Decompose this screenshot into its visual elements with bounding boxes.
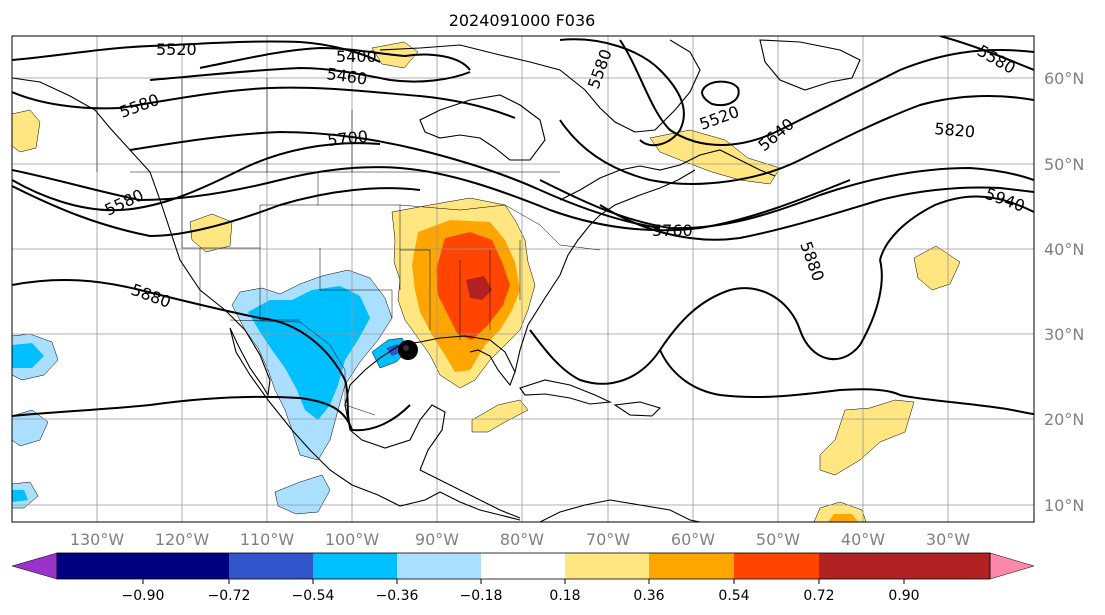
latitude-label: 40°N — [1044, 240, 1084, 259]
negative-anomaly-core-southwest — [248, 286, 370, 420]
longitude-label: 30°W — [926, 530, 970, 549]
coastline-greenland — [759, 39, 861, 91]
colorbar-segment — [734, 553, 819, 579]
latitude-label: 50°N — [1044, 155, 1084, 174]
colorbar-extend-right — [989, 552, 1035, 580]
state-country-borders — [96, 78, 601, 416]
contour-5700 — [129, 130, 661, 229]
contour-5880 — [12, 279, 411, 432]
coastline-arctic — [379, 39, 701, 133]
longitude-label: 90°W — [415, 530, 459, 549]
coastline-hudson-bay — [419, 94, 546, 161]
longitude-label: 100°W — [325, 530, 380, 549]
contour-5880-south — [12, 395, 353, 431]
contour-5880-se — [659, 349, 1034, 415]
height-contours — [12, 36, 1034, 432]
contour-5580-mid — [12, 142, 381, 212]
colorbar-tick-label: 0.90 — [888, 588, 919, 604]
contour-5940 — [879, 195, 1034, 261]
colorbar-segment — [143, 553, 229, 579]
coastline-east-us — [514, 169, 696, 373]
colorbar-segment — [397, 553, 481, 579]
contour-5460 — [149, 66, 471, 83]
colorbar-tick-label: 0.18 — [549, 588, 580, 604]
colorbar-tick-label: 0.72 — [803, 588, 834, 604]
contour-closed-low — [700, 80, 740, 106]
coastline-south-america — [539, 499, 701, 522]
colorbar-segment — [313, 553, 397, 579]
colorbar-tick-label: −0.90 — [122, 588, 165, 604]
longitude-label: 110°W — [240, 530, 295, 549]
coastline-canada-east — [559, 149, 776, 201]
contour-5760-ne — [599, 186, 1034, 241]
contour-5640 — [559, 95, 1034, 185]
contour-label: 5820 — [934, 119, 976, 141]
contour-5820 — [12, 185, 421, 238]
positive-anomaly-region-atlantic-east — [913, 245, 961, 291]
coastline-central-america — [419, 469, 521, 519]
colorbar-segment — [229, 553, 313, 579]
colorbar-segment — [565, 553, 649, 579]
coastline-cuba — [519, 379, 613, 405]
positive-anomaly-region-pacific-nw — [12, 109, 41, 153]
latitude-label: 60°N — [1044, 69, 1084, 88]
coastline-north-america-west — [12, 77, 521, 521]
longitude-label: 60°W — [671, 530, 715, 549]
positive-anomaly-region-labrador — [649, 129, 781, 185]
contour-label: 5760 — [652, 221, 693, 240]
contour-5400 — [199, 46, 471, 71]
longitude-label: 80°W — [500, 530, 544, 549]
positive-anomaly-core-darkred — [466, 276, 492, 300]
colorbar-tick-label: 0.36 — [633, 588, 664, 604]
colorbar-segment — [904, 553, 990, 579]
latitude-labels: 60°N 50°N 40°N 30°N 20°N 10°N — [1044, 69, 1084, 515]
contour-label: 5400 — [336, 47, 377, 66]
contour-5700-ne — [539, 166, 1034, 230]
coastline-hispaniola — [613, 401, 662, 417]
contour-5580-west — [12, 86, 516, 119]
colorbar: −0.90 −0.72 −0.54 −0.36 −0.18 0.18 0.36 … — [11, 552, 1035, 604]
colorbar-tick-label: −0.18 — [460, 588, 503, 604]
colorbar-extend-left — [11, 552, 58, 580]
latitude-label: 30°N — [1044, 325, 1084, 344]
longitude-label: 70°W — [586, 530, 630, 549]
longitude-label: 50°W — [756, 530, 800, 549]
contour-5580-northeast-top — [939, 36, 1034, 71]
longitude-label: 130°W — [70, 530, 125, 549]
latitude-label: 20°N — [1044, 410, 1084, 429]
colorbar-tick-label: −0.72 — [208, 588, 251, 604]
contour-label: 5700 — [326, 127, 368, 150]
coastlines-borders — [12, 39, 861, 522]
colorbar-segment — [481, 553, 565, 579]
latitude-label: 10°N — [1044, 496, 1084, 515]
longitude-labels: 130°W 120°W 110°W 100°W 90°W 80°W 70°W 6… — [70, 530, 970, 549]
colorbar-tick-label: −0.54 — [292, 588, 335, 604]
contour-5520-east — [559, 38, 685, 147]
colorbar-tick-label: 0.54 — [718, 588, 749, 604]
colorbar-segment — [57, 553, 143, 579]
colorbar-tick-label: −0.36 — [376, 588, 419, 604]
contour-5580-northeast — [619, 39, 1034, 146]
storm-marker — [398, 340, 418, 360]
colorbar-segment — [649, 553, 734, 579]
contour-5880-east — [529, 259, 883, 385]
colorbar-segment — [819, 553, 904, 579]
figure-title: 2024091000 F036 — [449, 11, 596, 30]
map-panel: 5520 5400 5460 5580 5700 5580 5580 5520 … — [11, 35, 1035, 523]
contour-5520-west — [12, 40, 381, 63]
map-gridlines — [12, 36, 1034, 522]
contour-label: 5520 — [156, 40, 197, 59]
positive-anomaly-region-caribbean — [471, 399, 529, 433]
coastline-yucatan — [349, 404, 446, 471]
longitude-label: 40°W — [841, 530, 885, 549]
negative-anomaly-region-mexico-south — [274, 474, 331, 515]
longitude-label: 120°W — [155, 530, 210, 549]
coastline-gulf-of-mexico — [344, 335, 516, 431]
